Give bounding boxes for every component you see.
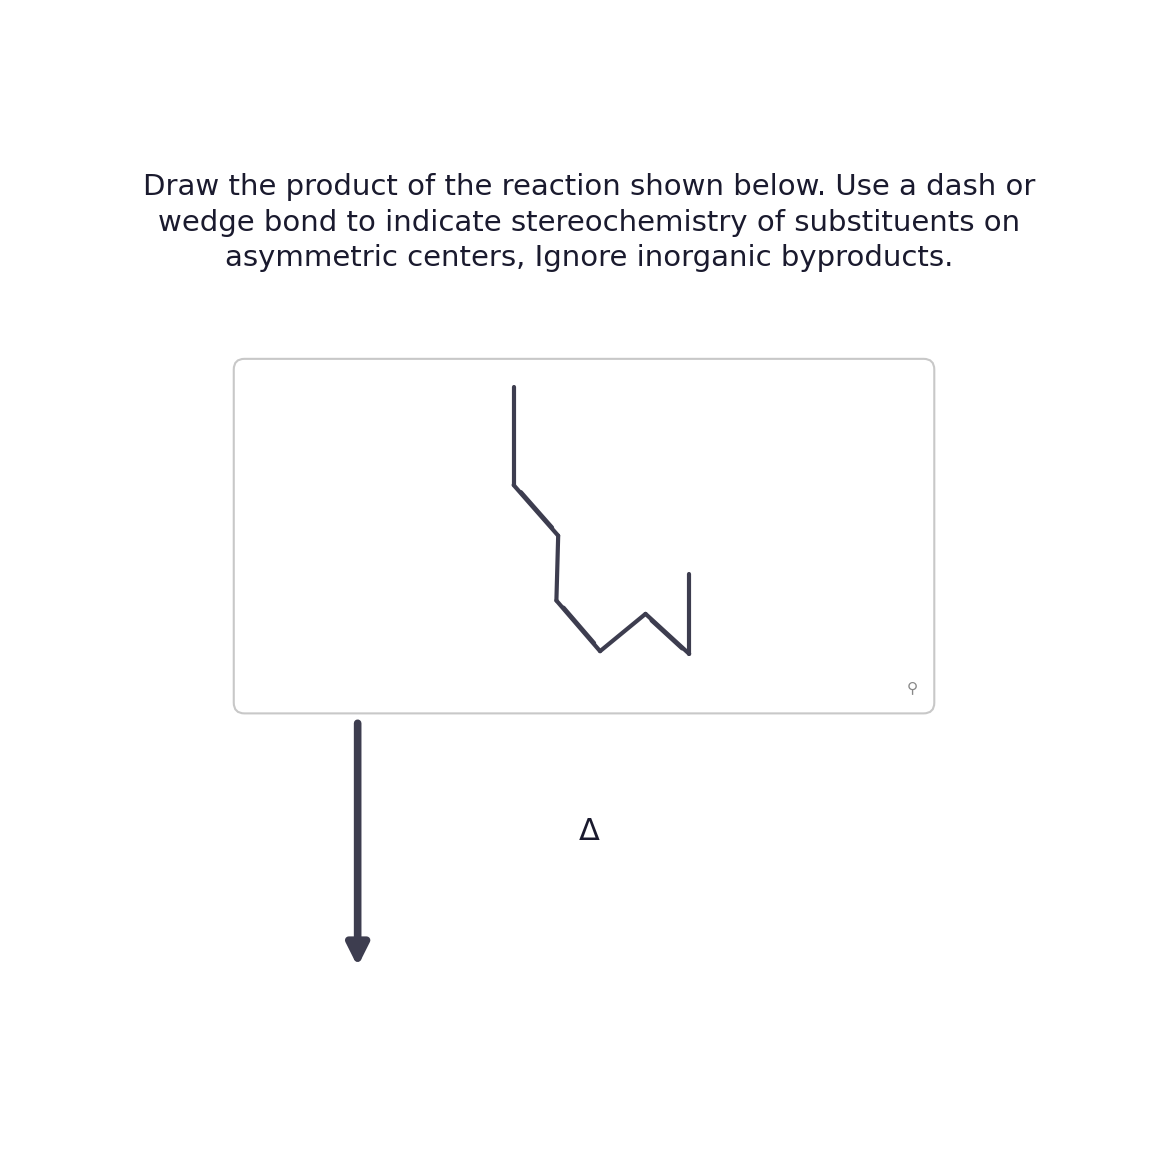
Text: asymmetric centers, Ignore inorganic byproducts.: asymmetric centers, Ignore inorganic byp… (225, 245, 953, 272)
Text: ⚲: ⚲ (906, 680, 918, 695)
Text: Δ: Δ (578, 817, 600, 846)
Text: Draw the product of the reaction shown below. Use a dash or: Draw the product of the reaction shown b… (144, 173, 1035, 201)
Text: wedge bond to indicate stereochemistry of substituents on: wedge bond to indicate stereochemistry o… (159, 209, 1020, 237)
FancyBboxPatch shape (233, 359, 934, 713)
